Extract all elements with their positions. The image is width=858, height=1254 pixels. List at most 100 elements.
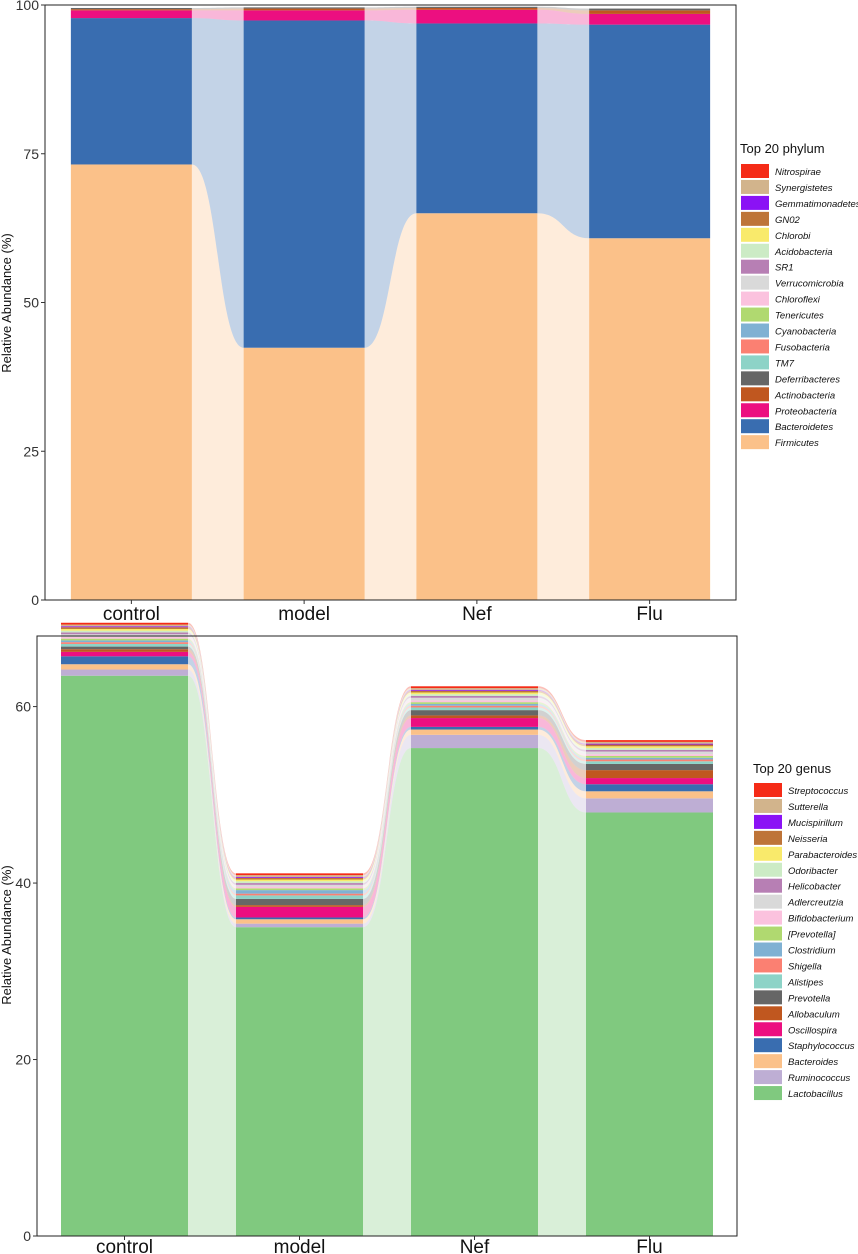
flow-bifidobacterium-1 xyxy=(363,700,411,889)
legend-label-deferribacteres: Deferribacteres xyxy=(775,374,840,385)
x-tick-label-model: model xyxy=(274,1237,326,1254)
bar-deferribacteres-nef xyxy=(416,6,538,8)
legend-label-adlercreutzia: Adlercreutzia xyxy=(787,898,843,909)
legend-label-chlorobi: Chlorobi xyxy=(775,231,811,242)
bar-helicobacter-control xyxy=(61,632,188,635)
legend-label-clostridium: Clostridium xyxy=(788,946,836,957)
legend-label-helicobacter: Helicobacter xyxy=(788,882,842,893)
y-tick-label: 0 xyxy=(23,1228,31,1244)
flow-prevotella-2 xyxy=(538,702,586,758)
flow-proteobacteria-0 xyxy=(191,10,244,21)
bar-parabacteroides-nef xyxy=(411,692,538,695)
legend-swatch-actinobacteria xyxy=(741,387,769,402)
legend-swatch-sr1 xyxy=(741,259,769,274)
legend-swatch-odoribacter xyxy=(754,862,782,877)
flow-proteobacteria-2 xyxy=(537,9,590,25)
bar-lactobacillus-control xyxy=(61,675,188,1236)
bar-clostridium-control xyxy=(61,640,188,643)
bar-actinobacteria-control xyxy=(70,9,192,11)
flow-bacteroidetes-1 xyxy=(364,20,417,348)
flow-bacteroides-1 xyxy=(363,729,411,924)
bar-prevotella-control xyxy=(61,638,188,641)
flow-prevotella-2 xyxy=(538,710,586,771)
legend-swatch-proteobacteria xyxy=(741,403,769,418)
legend-swatch-chlorobi xyxy=(741,227,769,242)
legend-label-sutterella: Sutterella xyxy=(788,802,828,813)
flow-allobaculum-1 xyxy=(363,715,411,907)
legend-swatch-verrucomicrobia xyxy=(741,275,769,290)
flow-sutterella-1 xyxy=(363,688,411,877)
bar-proteobacteria-flu xyxy=(589,13,711,25)
bar-allobaculum-flu xyxy=(586,770,713,779)
bar-shigella-flu xyxy=(586,759,713,762)
legend-swatch-alistipes xyxy=(754,974,782,989)
flow-oscillospira-1 xyxy=(363,718,411,918)
y-tick-label: 50 xyxy=(23,295,39,311)
bar-odoribacter-nef xyxy=(411,694,538,696)
x-tick-label-model: model xyxy=(278,604,330,625)
flow-actinobacteria-0 xyxy=(191,8,244,11)
bar-proteobacteria-nef xyxy=(416,9,538,24)
flow-mucispirillum-1 xyxy=(363,689,411,878)
legend-swatch-chloroflexi xyxy=(741,291,769,306)
flow-clostridium-2 xyxy=(538,703,586,760)
flow-odoribacter-2 xyxy=(538,694,586,750)
bar-mucispirillum-nef xyxy=(411,689,538,691)
legend-label-tenericutes: Tenericutes xyxy=(775,311,824,322)
genus-chart-panel: 0 20 40 60 control model Nef Flu Relative Abunda… xyxy=(0,622,857,1254)
bar-adlercreutzia-model xyxy=(236,884,363,887)
flow-actinobacteria-2 xyxy=(537,7,590,14)
legend-swatch-ruminococcus xyxy=(754,1070,782,1085)
legend-label-mucispirillum: Mucispirillum xyxy=(788,818,843,829)
legend-label-bifidobacterium: Bifidobacterium xyxy=(788,914,854,925)
bar-prevotella-flu xyxy=(586,763,713,771)
bar-clostridium-model xyxy=(236,890,363,894)
flow-ruminococcus-2 xyxy=(538,734,586,813)
bar-proteobacteria-model xyxy=(243,10,365,21)
legend-label-alistipes: Alistipes xyxy=(787,977,824,988)
flow-neisseria-2 xyxy=(538,690,586,747)
flow-parabacteroides-1 xyxy=(363,692,411,882)
flow-lactobacillus-0 xyxy=(188,675,236,1236)
bar-parabacteroides-model xyxy=(236,879,363,882)
bar-mucispirillum-flu xyxy=(586,743,713,745)
flow-adlercreutzia-2 xyxy=(538,697,586,755)
legend-swatch-tenericutes xyxy=(741,307,769,322)
flow-alistipes-2 xyxy=(538,707,586,764)
flow-bacteroidetes-2 xyxy=(537,23,590,239)
flow-bifidobacterium-2 xyxy=(538,700,586,756)
legend-swatch-streptococcus xyxy=(754,783,782,797)
flow-oscillospira-0 xyxy=(188,651,236,918)
x-tick-label-control: control xyxy=(96,1237,153,1254)
legend-swatch-helicobacter xyxy=(754,878,782,893)
bar-alistipes-flu xyxy=(586,761,713,764)
bar-bacteroides-nef xyxy=(411,729,538,735)
bar-odoribacter-model xyxy=(236,881,363,884)
flow-connectors xyxy=(191,6,590,600)
bar-bacteroidetes-flu xyxy=(589,24,711,239)
legend-label-sr1: SR1 xyxy=(775,263,793,274)
flow-prevotella-0 xyxy=(188,646,236,906)
bar-allobaculum-nef xyxy=(411,715,538,719)
phylum-chart-panel: 0 25 50 75 100 control model Nef Flu Relative Abu… xyxy=(0,0,858,625)
flow-connectors xyxy=(188,622,586,1236)
flow-helicobacter-1 xyxy=(363,696,411,885)
flow-staphylococcus-2 xyxy=(538,726,586,792)
bar-streptococcus-nef xyxy=(411,686,538,689)
bar-allobaculum-control xyxy=(61,649,188,652)
flow-deferribacteres-2 xyxy=(537,6,590,11)
bar-mucispirillum-model xyxy=(236,876,363,878)
flow-streptococcus-0 xyxy=(188,622,236,876)
bar-streptococcus-control xyxy=(61,622,188,625)
bar-adlercreutzia-nef xyxy=(411,697,538,701)
x-tick-label-nef: Nef xyxy=(462,604,492,625)
bar-allobaculum-model xyxy=(236,905,363,907)
legend-label-odoribacter: Odoribacter xyxy=(788,866,838,877)
bar-helicobacter-model xyxy=(236,883,363,885)
flow-oscillospira-2 xyxy=(538,718,586,785)
legend-swatch-mucispirillum xyxy=(754,814,782,829)
legend-label-prevotella: Prevotella xyxy=(788,993,830,1004)
bar-parabacteroides-control xyxy=(61,628,188,631)
legend-swatch-prevotella xyxy=(754,926,782,941)
legend-label-verrucomicrobia: Verrucomicrobia xyxy=(775,279,844,290)
